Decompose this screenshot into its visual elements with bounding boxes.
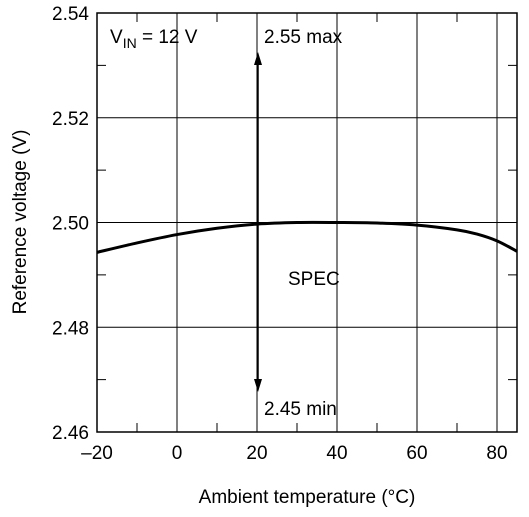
y-tick-labels: 2.46 2.48 2.50 2.52 2.54 — [52, 4, 89, 444]
condition-v: V — [110, 27, 123, 48]
condition-rest: = 12 V — [137, 27, 198, 48]
series-line — [96, 220, 518, 254]
x-tick-labels: –20 0 20 40 60 80 — [81, 443, 507, 464]
spec-min-label: 2.45 min — [264, 399, 337, 420]
spec-arrow — [254, 52, 262, 392]
y-tick-label: 2.48 — [52, 318, 89, 339]
spec-max-label: 2.55 max — [264, 27, 343, 48]
plot-frame — [96, 12, 518, 433]
x-tick-label: 20 — [246, 443, 267, 464]
y-tick-label: 2.46 — [52, 423, 89, 444]
minor-ticks — [97, 13, 517, 432]
x-axis-label: Ambient temperature (°C) — [199, 487, 416, 508]
spec-arrow-head-up — [254, 52, 262, 65]
x-tick-label: 80 — [486, 443, 507, 464]
spec-arrow-head-down — [254, 379, 262, 392]
y-tick-label: 2.52 — [52, 109, 89, 130]
y-tick-label: 2.54 — [52, 4, 89, 25]
x-tick-label: –20 — [81, 443, 113, 464]
condition-subscript: IN — [123, 35, 137, 51]
y-axis-label: Reference voltage (V) — [10, 130, 31, 315]
y-tick-label: 2.50 — [52, 214, 89, 235]
x-tick-label: 60 — [406, 443, 427, 464]
x-tick-label: 0 — [172, 443, 183, 464]
x-tick-label: 40 — [326, 443, 347, 464]
spec-label: SPEC — [288, 269, 340, 290]
condition-label: VIN = 12 V — [110, 27, 198, 51]
